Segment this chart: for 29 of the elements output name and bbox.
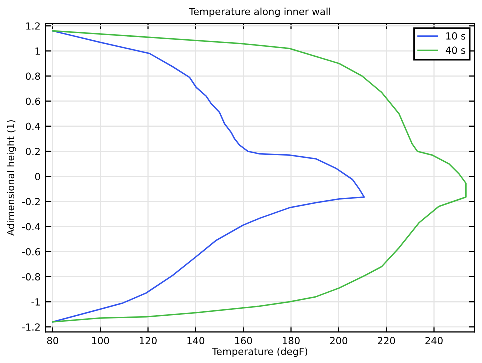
chart-title: Temperature along inner wall [189, 8, 330, 18]
line-series [52, 30, 467, 323]
y-tick-label: 0.6 [26, 98, 40, 106]
x-tick-label: 140 [188, 337, 205, 345]
x-tick-label: 80 [47, 337, 58, 345]
y-tick-label: 0.8 [26, 72, 40, 80]
y-tick-label: 0 [35, 173, 40, 180]
y-tick-label: -0.6 [22, 248, 40, 256]
x-tick-label: 240 [426, 337, 443, 345]
y-tick-label: -1 [32, 298, 40, 306]
y-tick-label: -0.8 [22, 273, 40, 281]
y-tick-label: -0.4 [22, 223, 40, 231]
x-tick-label: 200 [330, 337, 348, 345]
y-tick-label: 0.2 [26, 148, 40, 156]
legend-label: 10 s [446, 32, 466, 40]
y-tick-label: 1 [36, 48, 40, 55]
legend-label: 40 s [446, 46, 466, 54]
x-axis-title: Temperature (degF) [212, 348, 308, 358]
y-tick-label: -1.2 [22, 324, 40, 331]
x-tick-label: 100 [92, 337, 110, 345]
x-tick-label: 220 [378, 337, 396, 345]
x-tick-label: 160 [235, 337, 252, 345]
y-tick-label: 1.2 [26, 22, 40, 30]
line-series [52, 30, 366, 323]
y-axis-title: Adimensional height (1) [6, 120, 16, 236]
y-tick-label: -0.2 [22, 198, 40, 206]
x-tick-label: 120 [140, 337, 157, 345]
x-tick-label: 180 [283, 337, 300, 345]
y-tick-label: 0.4 [26, 122, 40, 130]
